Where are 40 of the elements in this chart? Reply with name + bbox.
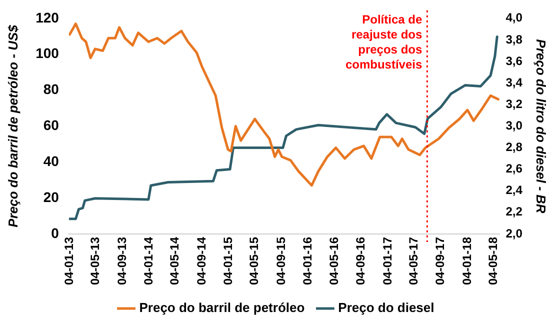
x-tick-label: 04-01-16 bbox=[300, 236, 315, 286]
legend-label: Preço do barril de petróleo bbox=[139, 300, 305, 316]
x-tick-label: 04-01-17 bbox=[380, 236, 394, 286]
ref-line-label: Política de reajuste dos preços dos combustíveis bbox=[345, 12, 422, 72]
x-tick-label: 04-09-17 bbox=[433, 236, 448, 286]
x-tick-label: 04-05-17 bbox=[406, 236, 420, 286]
y2-tick-label: 3,2 bbox=[506, 96, 523, 111]
y2-tick-label: 3,8 bbox=[506, 32, 523, 46]
y-tick-label: 60 bbox=[43, 117, 60, 134]
legend-label: Preço do diesel bbox=[338, 300, 434, 316]
x-tick-label: 04-05-14 bbox=[168, 236, 182, 286]
x-tick-label: 04-05-16 bbox=[326, 236, 341, 286]
y-tick-label: 120 bbox=[36, 9, 60, 26]
y-tick-label: 40 bbox=[43, 152, 60, 169]
y2-tick-label: 2,2 bbox=[506, 204, 523, 219]
y2-axis-title: Preço do litro do diesel - BR bbox=[534, 39, 549, 214]
x-tick-label: 04-01-13 bbox=[62, 236, 76, 286]
x-tick-label: 04-01-15 bbox=[220, 236, 235, 286]
y2-tick-label: 3,0 bbox=[506, 118, 523, 132]
x-tick-label: 04-05-13 bbox=[88, 236, 102, 286]
x-tick-label: 04-01-18 bbox=[460, 236, 474, 286]
x-tick-label: 04-09-14 bbox=[194, 236, 208, 286]
y-tick-label: 20 bbox=[43, 188, 60, 205]
y2-tick-label: 4,0 bbox=[506, 10, 523, 25]
x-tick-label: 04-05-15 bbox=[247, 236, 262, 286]
y-tick-label: 100 bbox=[36, 45, 60, 62]
y2-tick-label: 3,4 bbox=[506, 75, 523, 90]
x-tick-label: 04-09-15 bbox=[274, 236, 288, 286]
x-tick-label: 04-05-18 bbox=[486, 236, 500, 286]
y2-tick-label: 2,4 bbox=[506, 183, 523, 198]
y2-tick-label: 2,8 bbox=[506, 140, 523, 154]
x-tick-label: 04-09-13 bbox=[114, 236, 129, 286]
y2-tick-label: 2,0 bbox=[506, 226, 523, 240]
y-tick-label: 0 bbox=[51, 224, 60, 241]
y-tick-label: 80 bbox=[43, 81, 60, 98]
x-tick-label: 04-01-14 bbox=[141, 236, 156, 286]
y2-tick-label: 3,6 bbox=[506, 54, 523, 68]
y2-tick-label: 2,6 bbox=[506, 162, 523, 176]
x-tick-label: 04-09-16 bbox=[354, 236, 368, 286]
y-axis-title: Preço do barril de petróleo - US$ bbox=[5, 24, 20, 228]
